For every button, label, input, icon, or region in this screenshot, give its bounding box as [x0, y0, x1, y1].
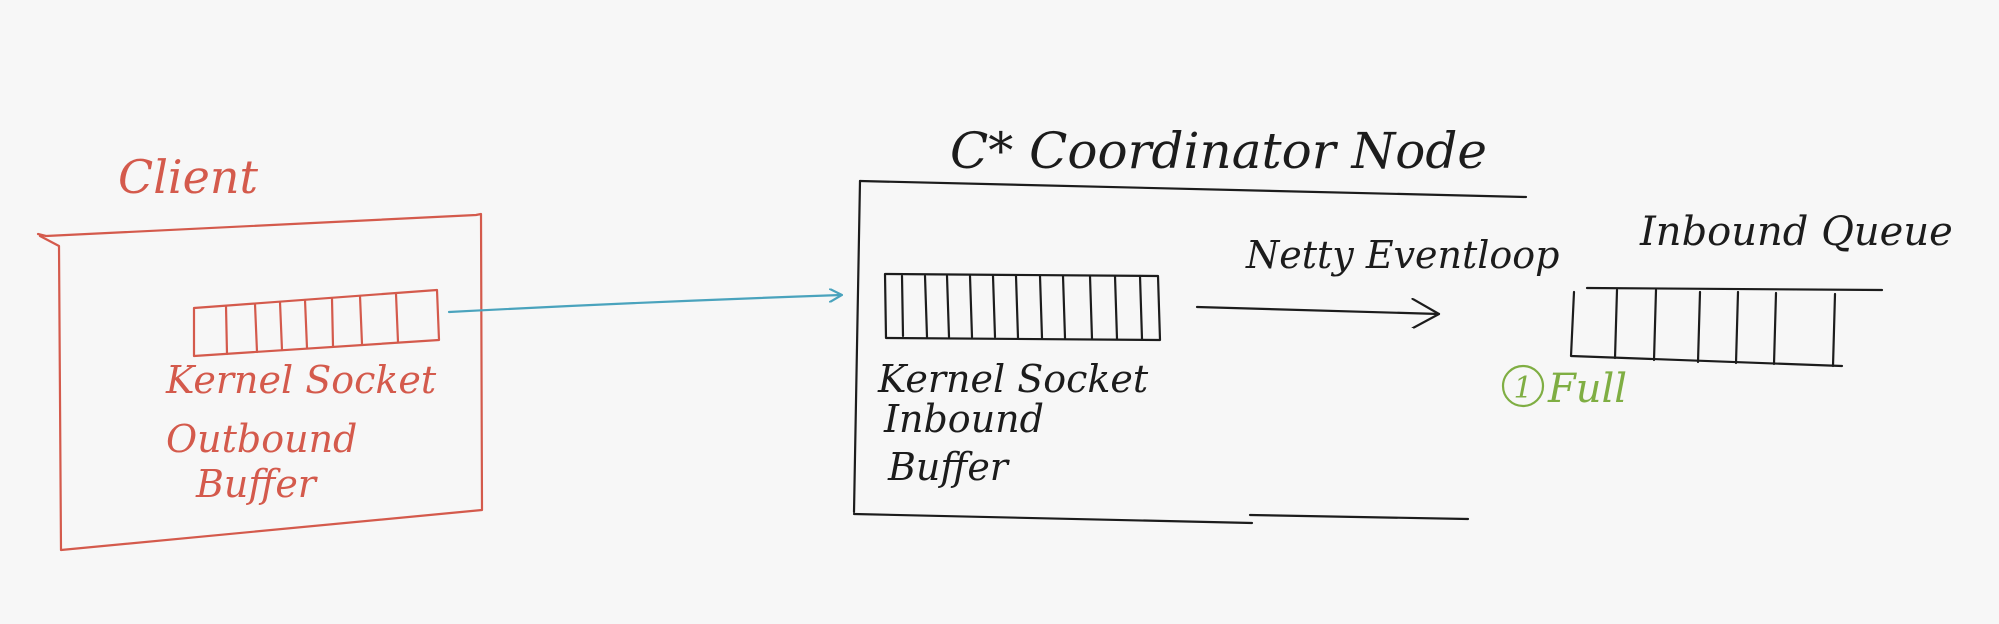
queue-title: Inbound Queue	[1639, 209, 1953, 255]
eventloop-arrow	[1195, 307, 1441, 314]
coordinator-group: C* Coordinator Node Kernel Socket Inboun…	[852, 122, 1953, 525]
status-number-circle-icon	[1501, 364, 1545, 408]
client-buffer-label-line2: Outbound	[166, 417, 357, 461]
status-full-indicator: 1 Full	[1501, 364, 1627, 412]
client-title: Client	[118, 150, 258, 204]
node-inbound-buffer	[883, 272, 1162, 342]
status-number: 1	[1513, 371, 1532, 406]
coordinator-box-bottom	[852, 512, 1470, 525]
node-buffer-label-line3: Buffer	[887, 445, 1011, 489]
client-to-node-arrow	[447, 295, 841, 314]
coordinator-box-top	[858, 179, 1528, 199]
status-text: Full	[1547, 366, 1627, 412]
eventloop-label: Netty Eventloop	[1245, 233, 1560, 277]
coordinator-box-left	[852, 179, 862, 514]
client-group: Client Kernel Socket Outbound Buffer	[36, 150, 484, 552]
node-buffer-label-line2: Inbound	[883, 397, 1044, 441]
node-buffer-label-line1: Kernel Socket	[877, 357, 1149, 401]
inbound-queue	[1569, 286, 1884, 368]
client-buffer-label-line3: Buffer	[195, 462, 319, 506]
client-outbound-buffer	[192, 288, 441, 358]
client-buffer-label-line1: Kernel Socket	[165, 358, 437, 402]
client-box	[36, 212, 484, 552]
coordinator-title: C* Coordinator Node	[950, 122, 1487, 180]
